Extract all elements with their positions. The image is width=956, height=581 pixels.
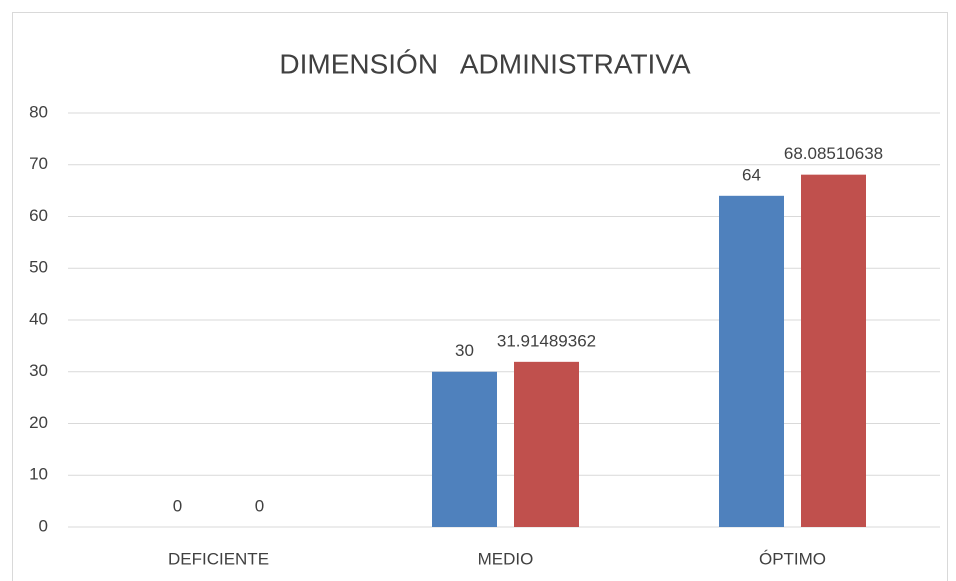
x-tick-label: DEFICIENTE — [168, 549, 269, 568]
data-label: 64 — [742, 165, 761, 184]
y-tick-label: 20 — [29, 413, 48, 432]
y-tick-label: 30 — [29, 361, 48, 380]
x-tick-label: MEDIO — [478, 549, 534, 568]
bar — [432, 371, 497, 527]
data-label: 31.91489362 — [497, 331, 596, 350]
y-tick-label: 50 — [29, 258, 48, 277]
data-label: 0 — [173, 496, 182, 515]
data-label: 30 — [455, 341, 474, 360]
bar — [801, 174, 866, 527]
x-tick-label: ÓPTIMO — [759, 549, 826, 568]
y-tick-label: 60 — [29, 206, 48, 225]
bar — [514, 361, 579, 527]
bar — [719, 195, 784, 528]
chart-title: DIMENSIÓN ADMINISTRATIVA — [279, 48, 691, 79]
data-label: 0 — [255, 496, 264, 515]
y-tick-label: 10 — [29, 465, 48, 484]
y-tick-label: 40 — [29, 309, 48, 328]
y-tick-label: 70 — [29, 154, 48, 173]
y-tick-label: 0 — [39, 516, 48, 535]
y-tick-label: 80 — [29, 102, 48, 121]
data-label: 68.08510638 — [784, 144, 883, 163]
